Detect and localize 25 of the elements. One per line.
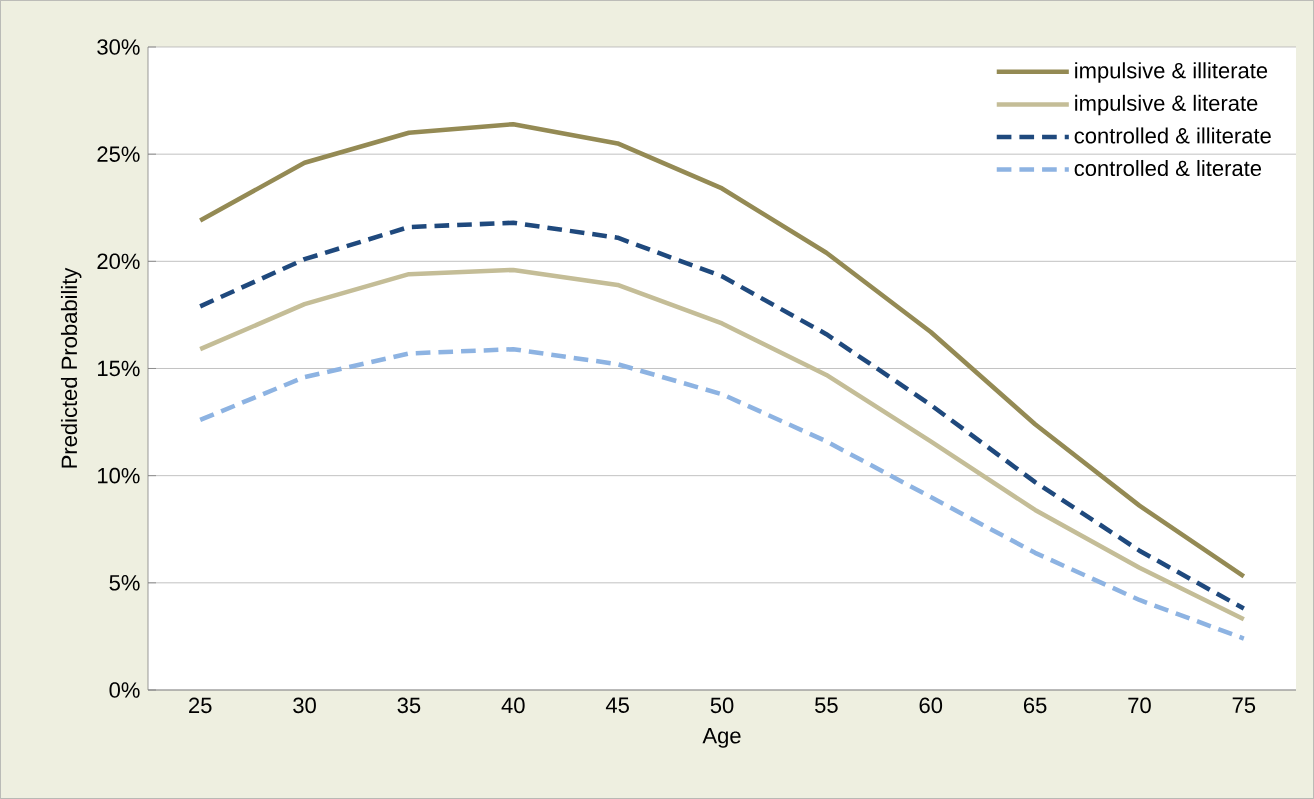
legend-label: controlled & literate [1074, 159, 1262, 177]
y-tick-label: 10% [98, 467, 140, 484]
y-tick-label: 15% [98, 360, 140, 377]
y-tick-label: 20% [97, 253, 140, 270]
x-tick-label: 65 [1023, 697, 1047, 714]
y-tick-label: 25% [97, 146, 140, 162]
x-tick-label: 40 [501, 697, 525, 714]
x-tick-label: 60 [919, 697, 943, 714]
y-tick-label: 5% [109, 575, 140, 591]
x-tick-label: 55 [815, 697, 838, 713]
y-tick-label: 0% [109, 682, 140, 698]
x-tick-label: 25 [189, 697, 212, 714]
x-tick-label: 75 [1232, 697, 1256, 713]
x-tick-label: 30 [293, 697, 316, 714]
y-axis-title: Predicted Probability [60, 267, 82, 468]
legend-label: controlled & illiterate [1074, 127, 1271, 144]
x-axis-title: Age [702, 728, 741, 748]
legend-label: impulsive & literate [1075, 94, 1258, 116]
x-tick-label: 45 [605, 697, 629, 713]
legend-label: impulsive & illiterate [1075, 62, 1268, 83]
x-tick-label: 50 [710, 697, 734, 714]
y-tick-label: 30% [97, 39, 140, 55]
x-tick-label: 35 [397, 697, 421, 714]
x-tick-label: 70 [1128, 697, 1151, 714]
line-series [197, 346, 1247, 641]
